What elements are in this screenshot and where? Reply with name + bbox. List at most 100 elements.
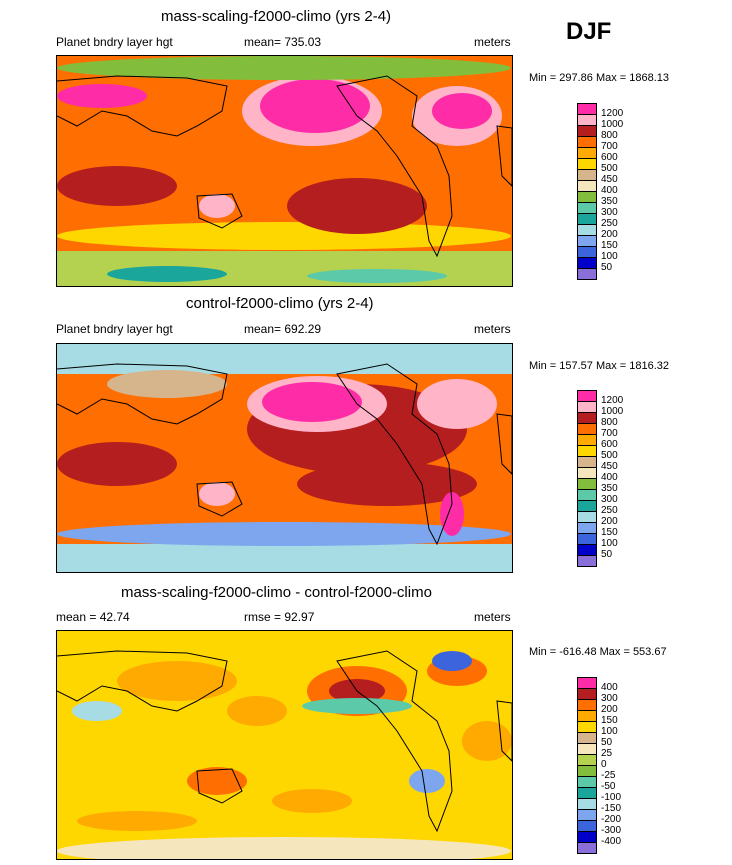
coastline-eurasia bbox=[57, 363, 228, 425]
coastline-eurasia bbox=[57, 650, 228, 712]
season-label: DJF bbox=[566, 18, 612, 45]
legend-label: 500 bbox=[601, 450, 618, 461]
panel-1-title: mass-scaling-f2000-climo (yrs 2-4) bbox=[161, 8, 392, 25]
panel-3-map bbox=[56, 630, 513, 860]
legend-label: 350 bbox=[601, 483, 618, 494]
legend-label: 1000 bbox=[601, 406, 624, 417]
legend-label: 300 bbox=[601, 494, 618, 505]
map-field-blob bbox=[57, 442, 177, 486]
map-field-blob bbox=[199, 482, 235, 506]
legend-label: 250 bbox=[601, 218, 618, 229]
legend-label: -50 bbox=[601, 781, 616, 792]
map-field-blob bbox=[57, 522, 511, 546]
legend-label: 600 bbox=[601, 439, 618, 450]
legend-label: -150 bbox=[601, 803, 622, 814]
legend-label: 700 bbox=[601, 141, 618, 152]
panel-2-map-svg bbox=[57, 344, 512, 572]
panel-1-variable-label: Planet bndry layer hgt bbox=[56, 35, 173, 49]
map-field-blob bbox=[107, 370, 227, 398]
legend-label: 300 bbox=[601, 693, 618, 704]
panel-3-mean-label: mean = 42.74 bbox=[56, 610, 130, 624]
legend-label: 700 bbox=[601, 428, 618, 439]
legend-label: 800 bbox=[601, 417, 618, 428]
legend-label: 100 bbox=[601, 538, 618, 549]
panel-3-minmax: Min = -616.48 Max = 553.67 bbox=[529, 646, 667, 658]
legend-label: 250 bbox=[601, 505, 618, 516]
map-field-blob bbox=[57, 56, 511, 80]
legend-label: 150 bbox=[601, 527, 618, 538]
panel-3-rmse-label: rmse = 92.97 bbox=[244, 610, 315, 624]
legend-label: -100 bbox=[601, 792, 622, 803]
panel-1-units-label: meters bbox=[474, 35, 511, 49]
legend-swatch bbox=[577, 268, 597, 280]
legend-label: 50 bbox=[601, 737, 613, 748]
coastline-africa bbox=[496, 125, 512, 187]
legend-label: 400 bbox=[601, 682, 618, 693]
legend-label: 500 bbox=[601, 163, 618, 174]
map-field-blob bbox=[287, 178, 427, 234]
coastline-africa bbox=[496, 413, 512, 475]
panel-2-minmax: Min = 157.57 Max = 1816.32 bbox=[529, 360, 670, 372]
legend-label: 1200 bbox=[601, 108, 624, 119]
map-field-blob bbox=[199, 194, 235, 218]
legend-label: 0 bbox=[601, 759, 607, 770]
map-band-north bbox=[57, 344, 512, 374]
map-field-blob bbox=[260, 79, 370, 133]
legend-label: 200 bbox=[601, 516, 618, 527]
map-field-blob bbox=[262, 382, 362, 422]
map-field-blob bbox=[107, 266, 227, 282]
legend-label: 1000 bbox=[601, 119, 624, 130]
legend-label: 200 bbox=[601, 704, 618, 715]
panel-3-units-label: meters bbox=[474, 610, 511, 624]
map-field-blob bbox=[77, 811, 197, 831]
panel-1-mean-label: mean= 735.03 bbox=[244, 35, 322, 49]
map-band-south bbox=[57, 544, 512, 572]
legend-label: -400 bbox=[601, 836, 622, 847]
panel-3-legend: 400 300 200 150 100 50 25 0 -25 -50 -100 -150 -200 -3… bbox=[577, 677, 621, 854]
map-field-blob bbox=[272, 789, 352, 813]
legend-label: 350 bbox=[601, 196, 618, 207]
map-field-blob bbox=[307, 269, 447, 283]
legend-label: 400 bbox=[601, 472, 618, 483]
panel-2-units-label: meters bbox=[474, 322, 511, 336]
legend-label: 100 bbox=[601, 251, 618, 262]
legend-label: -25 bbox=[601, 770, 616, 781]
map-field-blob bbox=[440, 492, 464, 536]
legend-label: 300 bbox=[601, 207, 618, 218]
panel-2-mean-label: mean= 692.29 bbox=[244, 322, 322, 336]
panel-1-map bbox=[56, 55, 513, 287]
panel-3-map-svg bbox=[57, 631, 512, 859]
map-field-blob bbox=[57, 84, 147, 108]
coastline-australia bbox=[196, 193, 243, 229]
legend-label: 150 bbox=[601, 715, 618, 726]
legend-label: -300 bbox=[601, 825, 622, 836]
map-field-blob bbox=[432, 93, 492, 129]
legend-label: -200 bbox=[601, 814, 622, 825]
map-field-blob bbox=[297, 462, 477, 506]
panel-2-map bbox=[56, 343, 513, 573]
legend-label: 50 bbox=[601, 549, 613, 560]
map-field-blob bbox=[117, 661, 237, 701]
panel-1-map-svg bbox=[57, 56, 512, 286]
coastline-australia bbox=[196, 481, 243, 517]
coastline-americas bbox=[336, 75, 453, 258]
map-field-blob bbox=[409, 769, 445, 793]
panel-2-variable-label: Planet bndry layer hgt bbox=[56, 322, 173, 336]
legend-label: 1200 bbox=[601, 395, 624, 406]
map-field-blob bbox=[57, 166, 177, 206]
legend-label: 600 bbox=[601, 152, 618, 163]
legend-label: 450 bbox=[601, 461, 618, 472]
panel-1-minmax: Min = 297.86 Max = 1868.13 bbox=[529, 72, 670, 84]
legend-label: 25 bbox=[601, 748, 613, 759]
map-field-blob bbox=[302, 698, 412, 714]
legend-label: 150 bbox=[601, 240, 618, 251]
panel-1-legend: 1200 1000 800 700 600 500 450 400 350 300 250 200 15… bbox=[577, 103, 623, 280]
legend-swatch bbox=[577, 555, 597, 567]
map-field-blob bbox=[227, 696, 287, 726]
panel-2-title: control-f2000-climo (yrs 2-4) bbox=[186, 295, 374, 312]
legend-label: 450 bbox=[601, 174, 618, 185]
panel-3-title: mass-scaling-f2000-climo - control-f2000… bbox=[121, 584, 432, 601]
coastline-eurasia bbox=[57, 75, 228, 137]
legend-label: 50 bbox=[601, 262, 613, 273]
map-field-blob bbox=[72, 701, 122, 721]
